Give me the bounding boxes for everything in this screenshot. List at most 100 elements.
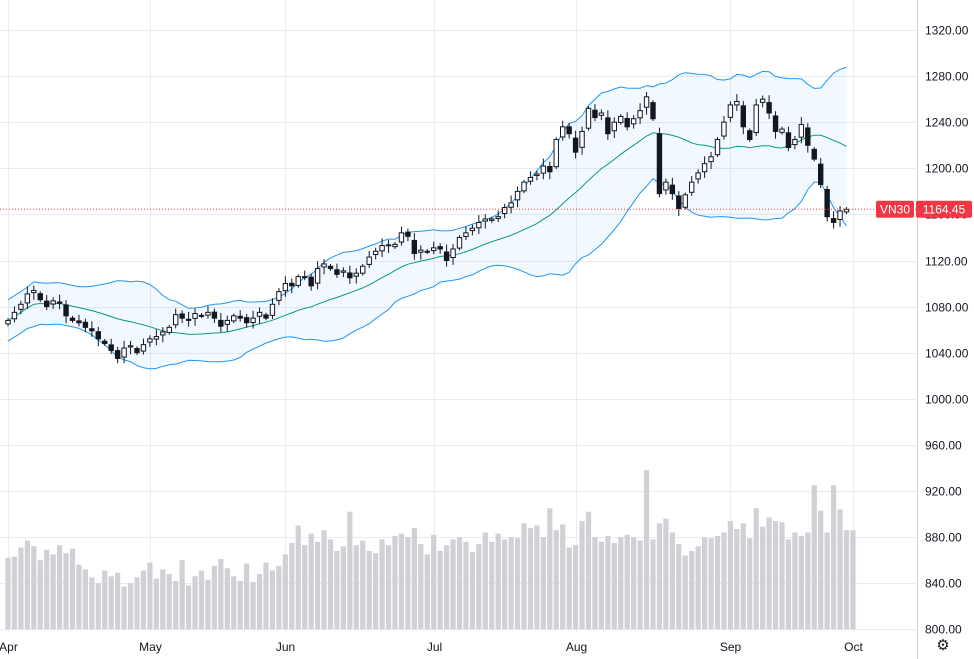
candle — [521, 179, 527, 194]
candle — [89, 321, 95, 337]
candle — [405, 228, 411, 242]
x-tick-label: Sep — [720, 640, 742, 654]
x-tick-label: Oct — [844, 640, 863, 654]
volume-bar — [11, 556, 18, 630]
candle — [282, 276, 289, 297]
candle — [689, 176, 695, 196]
volume-bar — [669, 532, 675, 630]
volume-bar — [772, 520, 779, 630]
volume-bar — [57, 545, 63, 630]
volume-bar — [327, 539, 334, 630]
candle — [443, 244, 450, 267]
volume-bar — [579, 520, 585, 630]
volume-bar — [392, 535, 398, 630]
candle — [553, 137, 559, 169]
volume-bar — [360, 540, 366, 630]
candle — [179, 310, 185, 323]
candle — [772, 111, 779, 139]
y-tick-label: 960.00 — [925, 439, 962, 453]
volume-bar — [837, 509, 843, 630]
candle — [108, 338, 114, 354]
candle — [56, 294, 63, 310]
candle — [450, 244, 456, 265]
candle — [766, 95, 772, 120]
candle — [418, 245, 424, 260]
candle — [121, 340, 127, 364]
volume-bar — [173, 580, 179, 630]
volume-bar — [476, 544, 482, 630]
volume-bar — [205, 579, 211, 630]
lower-band — [7, 178, 847, 370]
volume-bar — [302, 545, 308, 630]
volume-bar — [598, 541, 604, 630]
volume-bar — [818, 510, 824, 630]
bollinger-bands — [7, 66, 847, 370]
candle — [237, 310, 243, 322]
candle — [198, 313, 205, 319]
volume-bar — [263, 562, 269, 630]
volume-bar — [553, 530, 559, 630]
candle — [727, 101, 734, 123]
candle — [708, 151, 714, 169]
x-tick-label: May — [139, 640, 162, 654]
candle — [669, 177, 676, 200]
candle — [231, 313, 237, 324]
volume-bar — [140, 570, 147, 630]
volume-bar — [127, 583, 134, 630]
candle — [747, 128, 753, 142]
candle — [721, 116, 727, 140]
candle — [340, 267, 347, 278]
volume-bar — [108, 576, 114, 630]
settings-gear-icon[interactable]: ⚙ — [936, 637, 950, 654]
volume-bar — [44, 549, 50, 630]
volume-bar — [521, 523, 527, 630]
candle — [566, 123, 572, 139]
candle — [366, 250, 372, 268]
candle — [805, 123, 811, 153]
volume-bar — [315, 541, 321, 630]
candle — [663, 178, 669, 195]
volume-bar — [244, 563, 250, 630]
candle — [598, 109, 605, 121]
candle — [714, 137, 721, 158]
candle — [682, 192, 688, 210]
volume-bar — [121, 586, 127, 630]
price-axis[interactable]: 1320.001280.001240.001200.001160.001120.… — [925, 24, 969, 637]
candle — [76, 314, 82, 327]
candle — [140, 338, 147, 355]
candle — [456, 235, 463, 251]
y-tick-label: 800.00 — [925, 623, 962, 637]
candle — [734, 94, 740, 112]
candle — [185, 311, 192, 327]
y-tick-label: 880.00 — [925, 531, 962, 545]
y-tick-label: 1240.00 — [925, 116, 969, 130]
y-tick-label: 1320.00 — [925, 24, 969, 38]
volume-bar — [540, 537, 546, 630]
volume-bar — [489, 541, 495, 630]
candle — [489, 216, 495, 223]
candle — [637, 103, 643, 124]
candle — [792, 135, 798, 150]
volume-bar — [340, 546, 346, 630]
volume-bar — [508, 537, 514, 630]
candle — [618, 114, 624, 125]
candle — [501, 203, 508, 219]
volume-bar — [463, 541, 469, 630]
volume-bar — [811, 485, 817, 630]
candle — [753, 98, 759, 137]
time-axis[interactable]: Apr May Jun Jul Aug Sep Oct — [0, 640, 863, 654]
candle — [224, 315, 231, 332]
volume-bar — [250, 582, 256, 630]
volume-bar — [366, 550, 372, 630]
candle — [82, 318, 89, 333]
volume-bar — [115, 572, 121, 630]
volume-bar — [650, 539, 656, 630]
candle — [160, 327, 166, 343]
volume-bar — [89, 577, 95, 630]
volume-bar — [231, 576, 237, 630]
volume-bar — [708, 538, 714, 630]
candle — [95, 326, 101, 347]
volume-bar — [753, 508, 759, 630]
candle — [656, 127, 663, 198]
